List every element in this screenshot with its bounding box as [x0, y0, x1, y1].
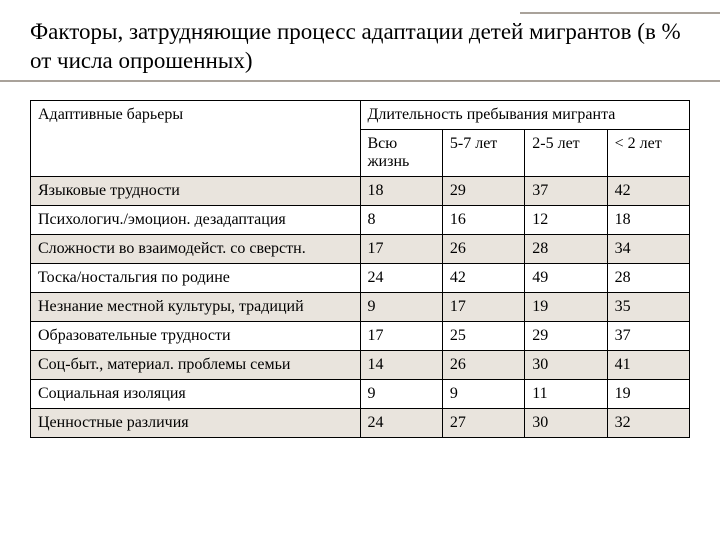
cell: 19: [607, 379, 689, 408]
cell: 27: [442, 408, 524, 437]
table-row: Соц-быт., материал. проблемы семьи 14 26…: [31, 350, 690, 379]
cell: 34: [607, 234, 689, 263]
table-row: Психологич./эмоцион. дезадаптация 8 16 1…: [31, 205, 690, 234]
cell: 17: [442, 292, 524, 321]
cell: 17: [360, 321, 442, 350]
cell: 17: [360, 234, 442, 263]
cell: 25: [442, 321, 524, 350]
table-row: Ценностные различия 24 27 30 32: [31, 408, 690, 437]
data-table: Адаптивные барьеры Длительность пребыван…: [30, 100, 690, 438]
table-row: Сложности во взаимодейст. со сверстн. 17…: [31, 234, 690, 263]
cell: 30: [525, 350, 607, 379]
cell: 37: [525, 176, 607, 205]
cell: 32: [607, 408, 689, 437]
table-header-row-1: Адаптивные барьеры Длительность пребыван…: [31, 100, 690, 129]
cell: 28: [607, 263, 689, 292]
header-col-1: Всю жизнь: [360, 129, 442, 176]
table-row: Языковые трудности 18 29 37 42: [31, 176, 690, 205]
cell: 37: [607, 321, 689, 350]
cell: 41: [607, 350, 689, 379]
title-block: Факторы, затрудняющие процесс адаптации …: [30, 18, 690, 82]
cell: 28: [525, 234, 607, 263]
header-col-4: < 2 лет: [607, 129, 689, 176]
cell: 11: [525, 379, 607, 408]
cell: 19: [525, 292, 607, 321]
cell: 14: [360, 350, 442, 379]
decorative-rule-top: [520, 12, 720, 14]
row-label: Тоска/ностальгия по родине: [31, 263, 361, 292]
header-col-3: 2-5 лет: [525, 129, 607, 176]
page-title: Факторы, затрудняющие процесс адаптации …: [30, 18, 690, 76]
cell: 9: [360, 379, 442, 408]
header-duration: Длительность пребывания мигранта: [360, 100, 690, 129]
table-row: Образовательные трудности 17 25 29 37: [31, 321, 690, 350]
row-label: Образовательные трудности: [31, 321, 361, 350]
cell: 30: [525, 408, 607, 437]
header-barriers: Адаптивные барьеры: [31, 100, 361, 176]
cell: 24: [360, 263, 442, 292]
slide: Факторы, затрудняющие процесс адаптации …: [0, 0, 720, 438]
row-label: Ценностные различия: [31, 408, 361, 437]
row-label: Сложности во взаимодейст. со сверстн.: [31, 234, 361, 263]
cell: 24: [360, 408, 442, 437]
cell: 42: [442, 263, 524, 292]
cell: 8: [360, 205, 442, 234]
row-label: Социальная изоляция: [31, 379, 361, 408]
table-row: Тоска/ностальгия по родине 24 42 49 28: [31, 263, 690, 292]
cell: 9: [360, 292, 442, 321]
cell: 29: [525, 321, 607, 350]
cell: 18: [607, 205, 689, 234]
cell: 18: [360, 176, 442, 205]
cell: 26: [442, 234, 524, 263]
cell: 29: [442, 176, 524, 205]
decorative-rule-bottom: [0, 80, 720, 82]
table-row: Социальная изоляция 9 9 11 19: [31, 379, 690, 408]
cell: 49: [525, 263, 607, 292]
cell: 12: [525, 205, 607, 234]
table-row: Незнание местной культуры, традиций 9 17…: [31, 292, 690, 321]
row-label: Незнание местной культуры, традиций: [31, 292, 361, 321]
cell: 26: [442, 350, 524, 379]
row-label: Языковые трудности: [31, 176, 361, 205]
cell: 16: [442, 205, 524, 234]
cell: 9: [442, 379, 524, 408]
row-label: Психологич./эмоцион. дезадаптация: [31, 205, 361, 234]
header-col-2: 5-7 лет: [442, 129, 524, 176]
cell: 35: [607, 292, 689, 321]
row-label: Соц-быт., материал. проблемы семьи: [31, 350, 361, 379]
cell: 42: [607, 176, 689, 205]
